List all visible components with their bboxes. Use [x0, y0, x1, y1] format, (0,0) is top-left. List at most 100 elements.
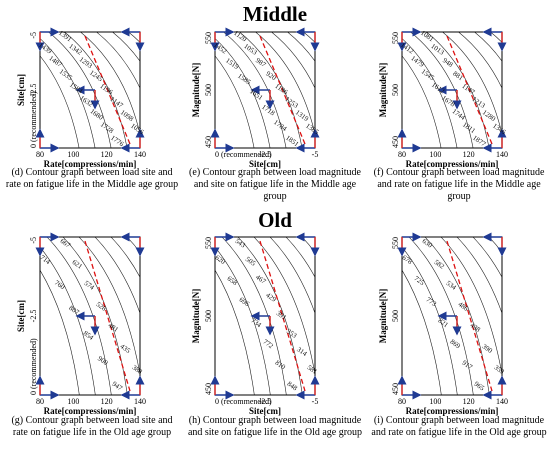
- contour-label: 948: [441, 56, 455, 69]
- y-axis-label: Magnitude[N]: [378, 289, 388, 344]
- contour-line: [94, 237, 140, 315]
- contour-label: 621: [71, 258, 85, 271]
- x-axis-label: Rate[compressions/min]: [44, 406, 137, 416]
- contour-label: 1293: [78, 55, 94, 70]
- contour-label: 1487: [47, 54, 63, 69]
- contour-label: 696: [238, 296, 252, 309]
- y-tick-label: 500: [391, 310, 400, 322]
- y-axis-label: Site[cm]: [16, 74, 26, 106]
- contour-label: 810: [274, 359, 288, 372]
- x-axis-label: Rate[compressions/min]: [406, 159, 499, 169]
- plot-frame: [214, 236, 316, 396]
- contour-line: [154, 232, 224, 400]
- y-tick-label: 500: [204, 310, 213, 322]
- contour-label: 581: [306, 363, 320, 376]
- y-tick-label: 500: [391, 84, 400, 96]
- contour-label: 1385: [304, 122, 320, 137]
- contour-label: 353: [493, 363, 507, 376]
- contour-label: 1342: [67, 42, 83, 57]
- contour-line: [285, 237, 315, 278]
- contour-line: [215, 55, 255, 148]
- contour-label: 725: [413, 274, 427, 287]
- x-tick-label: 120: [463, 397, 475, 406]
- y-axis-label: Magnitude[N]: [378, 63, 388, 118]
- contour-line: [40, 246, 96, 395]
- contour-label: 1280: [481, 108, 497, 123]
- contour-label: 1877: [471, 134, 487, 149]
- contour-label: 807: [67, 304, 81, 317]
- contour-label: 920: [264, 70, 278, 83]
- trend-line: [259, 240, 306, 392]
- contour-label: 314: [295, 345, 309, 358]
- contour-line: [424, 237, 490, 395]
- x-tick-label: 80: [398, 150, 406, 159]
- caption: (i) Contour graph between load magnitude…: [371, 415, 547, 438]
- contour-label: 1479: [409, 54, 425, 69]
- contour-label: 760: [53, 279, 67, 292]
- contour-label: 734: [250, 317, 264, 330]
- contour-line: [516, 232, 550, 400]
- contour-label: 714: [39, 253, 53, 266]
- contour-label: 1678: [440, 94, 456, 109]
- x-axis-label: Rate[compressions/min]: [44, 159, 137, 169]
- y-tick-label: -2.5: [29, 84, 38, 97]
- y-tick-label: 550: [391, 237, 400, 249]
- contour-label: 1851: [284, 134, 300, 149]
- x-tick-label: 120: [101, 150, 113, 159]
- x-tick-label: 100: [67, 150, 79, 159]
- contour-label: 1585: [236, 72, 252, 87]
- contour-label: 869: [449, 338, 463, 351]
- contour-label: 1253: [284, 95, 300, 110]
- trend-line: [259, 35, 306, 145]
- x-tick-label: -2.5: [259, 397, 272, 406]
- contour-line: [46, 237, 112, 395]
- contour-line: [62, 237, 128, 395]
- contour-line: [40, 55, 80, 148]
- contour-label: 438: [469, 321, 483, 334]
- contour-line: [472, 237, 502, 278]
- contour-label: 917: [461, 359, 475, 372]
- contour-line: [402, 246, 458, 395]
- section-title: Middle: [242, 2, 308, 26]
- contour-line: [425, 32, 490, 148]
- contour-line: [269, 237, 315, 315]
- contour-label: 947: [111, 380, 125, 393]
- contour-line: [221, 237, 287, 395]
- contour-label: 1519: [224, 56, 240, 71]
- contour-label: 772: [262, 338, 276, 351]
- x-tick-label: 100: [429, 150, 441, 159]
- x-tick-label: 120: [101, 397, 113, 406]
- contour-label: 658: [226, 274, 240, 287]
- contour-label: 390: [481, 342, 495, 355]
- x-tick-label: 80: [398, 397, 406, 406]
- contour-label: 1147: [109, 95, 125, 110]
- y-tick-label: -2.5: [29, 310, 38, 323]
- x-tick-label: 0 (recommended): [215, 397, 272, 406]
- x-tick-label: 100: [429, 397, 441, 406]
- contour-label: 1776: [109, 134, 125, 149]
- y-axis-label: Magnitude[N]: [191, 289, 201, 344]
- contour-label: 1811: [461, 121, 477, 136]
- contour-line: [126, 237, 140, 253]
- y-tick-label: 550: [204, 237, 213, 249]
- contour-label: 620: [214, 253, 228, 266]
- contour-line: [127, 32, 140, 43]
- contour-label: 582: [433, 258, 447, 271]
- contour-line: [516, 27, 550, 153]
- trend-line: [84, 240, 131, 392]
- caption: (d) Contour graph between load site and …: [5, 167, 179, 190]
- caption: (e) Contour graph between load magnitude…: [189, 167, 361, 202]
- contour-label: 1098: [119, 108, 135, 123]
- y-tick-label: -5: [29, 237, 38, 244]
- contour-line: [286, 32, 315, 62]
- contour-label: 1196: [98, 82, 114, 97]
- contour-label: 821: [437, 317, 451, 330]
- y-axis-label: Magnitude[N]: [191, 63, 201, 118]
- trend-line: [84, 35, 131, 145]
- y-tick-label: 0 (recommended): [29, 91, 38, 148]
- x-tick-label: -2.5: [259, 150, 272, 159]
- x-tick-label: 80: [36, 397, 44, 406]
- trend-line: [446, 35, 493, 145]
- y-tick-label: 550: [391, 32, 400, 44]
